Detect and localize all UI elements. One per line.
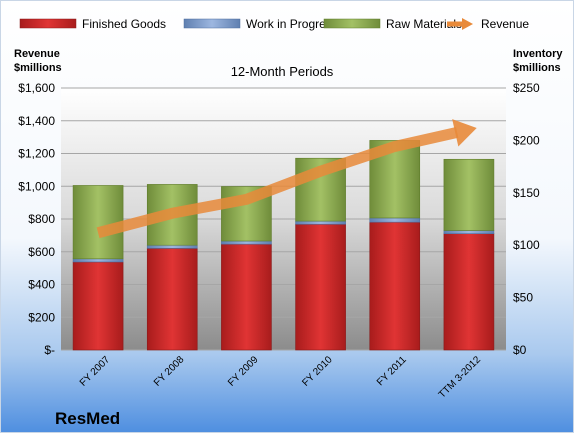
left-tick-label: $800 — [28, 212, 55, 226]
left-tick-label: $200 — [28, 310, 55, 324]
right-tick-label: $0 — [513, 343, 527, 357]
right-axis-title-line1: Inventory — [513, 48, 563, 60]
bar-work-in-progress — [72, 258, 124, 263]
legend-label-work-in-progress: Work in Progress — [246, 17, 338, 31]
legend-swatch-raw-materials — [323, 18, 381, 29]
bar-finished-goods — [443, 233, 495, 351]
legend-label-finished-goods: Finished Goods — [82, 17, 166, 31]
category-label: FY 2010 — [300, 354, 335, 389]
bar-finished-goods — [72, 261, 124, 351]
company-name: ResMed — [55, 409, 120, 428]
legend-arrowhead-revenue — [462, 18, 473, 30]
category-label: FY 2007 — [78, 354, 113, 389]
left-tick-label: $- — [44, 343, 55, 357]
bar-raw-materials — [443, 158, 495, 231]
bar-finished-goods — [295, 223, 346, 351]
right-axis-title-line2: $millions — [513, 62, 561, 74]
right-tick-label: $50 — [513, 291, 533, 305]
bar-work-in-progress — [443, 230, 495, 234]
legend: Finished Goods Work in Progress Raw Mate… — [19, 17, 529, 31]
left-tick-label: $600 — [28, 245, 55, 259]
legend-label-revenue: Revenue — [481, 17, 529, 31]
legend-label-raw-materials: Raw Materials — [386, 17, 462, 31]
right-axis-ticks: $0 $50 $100 $150 $200 $250 — [513, 81, 540, 357]
revenue-line-path — [96, 127, 459, 239]
category-label: FY 2011 — [375, 354, 409, 388]
category-label: FY 2008 — [152, 354, 187, 389]
revenue-arrowhead — [452, 119, 477, 147]
bar-work-in-progress — [369, 217, 421, 223]
category-label: FY 2009 — [226, 354, 261, 389]
left-tick-label: $1,200 — [18, 147, 55, 161]
right-tick-label: $100 — [513, 238, 540, 252]
left-axis-title-line2: $millions — [14, 62, 62, 74]
bar-raw-materials — [72, 185, 124, 260]
chart-title: 12-Month Periods — [231, 64, 334, 79]
bar-finished-goods — [221, 243, 272, 351]
left-tick-label: $1,400 — [18, 114, 55, 128]
left-axis-title-line1: Revenue — [14, 48, 60, 60]
left-tick-label: $1,000 — [18, 179, 55, 193]
right-tick-label: $200 — [513, 133, 540, 147]
right-tick-label: $150 — [513, 186, 540, 200]
category-labels: FY 2007 FY 2008 FY 2009 FY 2010 FY 2011 TTM 3… — [78, 354, 484, 401]
bar-work-in-progress — [221, 240, 272, 245]
right-tick-label: $250 — [513, 81, 540, 95]
bar-finished-goods — [369, 221, 421, 351]
bar-work-in-progress — [146, 244, 198, 249]
left-tick-label: $400 — [28, 278, 55, 292]
left-tick-label: $1,600 — [18, 81, 55, 95]
category-label: TTM 3-2012 — [437, 354, 484, 401]
bar-finished-goods — [146, 248, 198, 351]
legend-swatch-finished-goods — [19, 18, 77, 29]
left-axis-ticks: $- $200 $400 $600 $800 $1,000 $1,200 $1,400 $1,6… — [18, 81, 55, 357]
legend-swatch-work-in-progress — [183, 18, 241, 29]
bars — [72, 140, 495, 351]
revenue-line — [96, 119, 477, 239]
bar-work-in-progress — [295, 220, 346, 225]
